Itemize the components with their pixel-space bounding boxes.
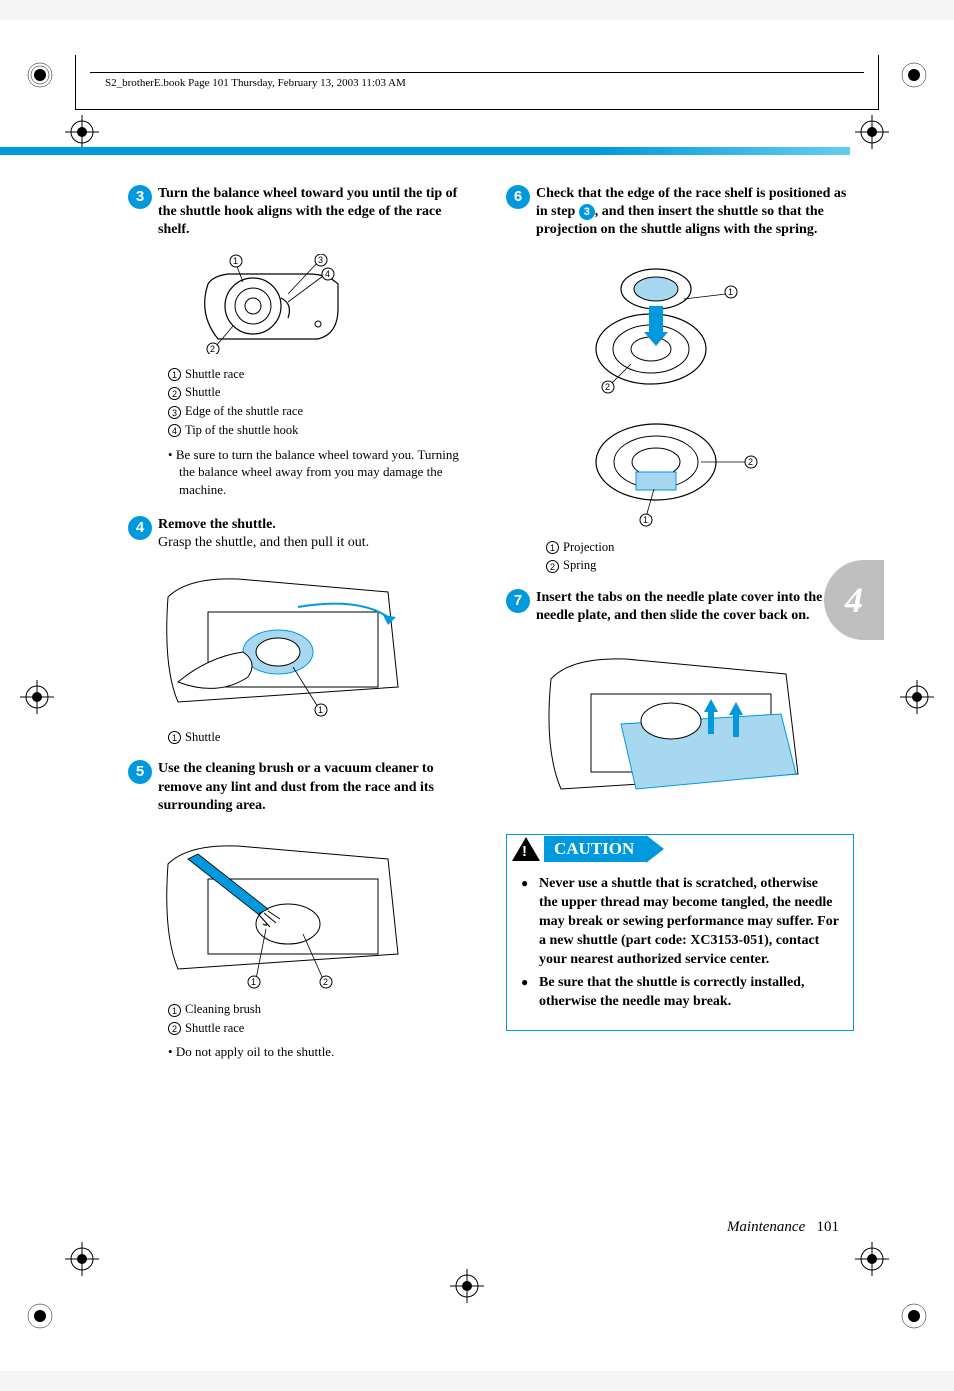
running-head: S2_brotherE.book Page 101 Thursday, Febr… bbox=[105, 77, 406, 89]
svg-text:1: 1 bbox=[318, 705, 323, 715]
section-color-bar bbox=[0, 147, 850, 155]
crop-mark-icon bbox=[20, 1296, 60, 1336]
figure-cleaning: 1 2 bbox=[158, 829, 476, 994]
footer-section: Maintenance bbox=[727, 1219, 805, 1235]
step-number-badge: 4 bbox=[128, 516, 152, 540]
svg-text:1: 1 bbox=[233, 256, 238, 266]
figure-shuttle-race: 1 2 3 4 bbox=[188, 254, 476, 359]
step-number-badge: 6 bbox=[506, 185, 530, 209]
registration-mark-icon bbox=[65, 1242, 99, 1276]
svg-text:2: 2 bbox=[605, 382, 610, 392]
page-footer: Maintenance 101 bbox=[727, 1219, 839, 1236]
legend-item: Spring bbox=[563, 558, 596, 572]
step-6-legend: 1Projection 2Spring bbox=[546, 538, 854, 576]
caution-label: CAUTION bbox=[544, 836, 646, 862]
legend-item: Shuttle race bbox=[185, 367, 244, 381]
step-3: 3 Turn the balance wheel toward you unti… bbox=[128, 185, 476, 240]
step-5-note: • Do not apply oil to the shuttle. bbox=[168, 1043, 476, 1061]
step-4-title: Remove the shuttle. bbox=[158, 517, 276, 532]
legend-item: Edge of the shuttle race bbox=[185, 404, 303, 418]
legend-item: Shuttle bbox=[185, 730, 220, 744]
caution-list: Never use a shuttle that is scratched, o… bbox=[521, 875, 839, 1011]
svg-text:1: 1 bbox=[251, 977, 256, 987]
svg-text:2: 2 bbox=[323, 977, 328, 987]
crop-mark-icon bbox=[894, 55, 934, 95]
svg-text:3: 3 bbox=[318, 255, 323, 265]
step-3-text: Turn the balance wheel toward you until … bbox=[158, 186, 457, 237]
step-3-legend: 1Shuttle race 2Shuttle 3Edge of the shut… bbox=[168, 365, 476, 440]
crop-mark-icon bbox=[894, 1296, 934, 1336]
svg-text:4: 4 bbox=[325, 269, 330, 279]
step-number-badge: 5 bbox=[128, 760, 152, 784]
figure-insert-shuttle-top: 1 2 bbox=[566, 254, 854, 399]
legend-item: Shuttle bbox=[185, 385, 220, 399]
registration-mark-icon bbox=[855, 1242, 889, 1276]
warning-triangle-icon: ! bbox=[512, 837, 540, 861]
caution-item: Be sure that the shuttle is correctly in… bbox=[521, 974, 839, 1012]
svg-text:1: 1 bbox=[643, 515, 648, 525]
figure-remove-shuttle: 1 bbox=[158, 567, 476, 722]
header-rule bbox=[90, 72, 864, 73]
caution-item: Never use a shuttle that is scratched, o… bbox=[521, 875, 839, 969]
registration-mark-icon bbox=[855, 115, 889, 149]
caution-tail-shape bbox=[646, 835, 664, 863]
svg-text:1: 1 bbox=[728, 287, 733, 297]
step-4-text: Grasp the shuttle, and then pull it out. bbox=[158, 535, 369, 550]
svg-text:2: 2 bbox=[748, 457, 753, 467]
crop-mark-icon bbox=[20, 55, 60, 95]
step-reference-badge: 3 bbox=[579, 204, 595, 220]
step-number-badge: 7 bbox=[506, 589, 530, 613]
figure-needle-plate-cover bbox=[536, 639, 854, 814]
right-column: 6 Check that the edge of the race shelf … bbox=[506, 185, 854, 1061]
step-5-text: Use the cleaning brush or a vacuum clean… bbox=[158, 761, 434, 812]
registration-mark-icon bbox=[20, 680, 54, 714]
step-4-legend: 1Shuttle bbox=[168, 728, 476, 747]
step-7: 7 Insert the tabs on the needle plate co… bbox=[506, 589, 854, 625]
step-4: 4 Remove the shuttle. Grasp the shuttle,… bbox=[128, 516, 476, 552]
caution-header: ! CAUTION bbox=[506, 834, 664, 864]
step-number-badge: 3 bbox=[128, 185, 152, 209]
legend-item: Tip of the shuttle hook bbox=[185, 423, 298, 437]
legend-item: Cleaning brush bbox=[185, 1002, 261, 1016]
registration-mark-icon bbox=[65, 115, 99, 149]
svg-text:2: 2 bbox=[210, 344, 215, 354]
step-6: 6 Check that the edge of the race shelf … bbox=[506, 185, 854, 240]
registration-mark-icon bbox=[450, 1269, 484, 1303]
step-5-legend: 1Cleaning brush 2Shuttle race bbox=[168, 1000, 476, 1038]
left-column: 3 Turn the balance wheel toward you unti… bbox=[128, 185, 476, 1061]
content-area: 3 Turn the balance wheel toward you unti… bbox=[128, 185, 854, 1061]
registration-mark-icon bbox=[900, 680, 934, 714]
footer-page-number: 101 bbox=[817, 1219, 840, 1235]
step-3-note: • Be sure to turn the balance wheel towa… bbox=[168, 446, 476, 499]
legend-item: Shuttle race bbox=[185, 1021, 244, 1035]
step-5: 5 Use the cleaning brush or a vacuum cle… bbox=[128, 760, 476, 815]
figure-insert-shuttle-side: 1 2 bbox=[566, 407, 854, 532]
caution-box: ! CAUTION Never use a shuttle that is sc… bbox=[506, 834, 854, 1030]
legend-item: Projection bbox=[563, 540, 614, 554]
manual-page: S2_brotherE.book Page 101 Thursday, Febr… bbox=[0, 20, 954, 1371]
step-7-text: Insert the tabs on the needle plate cove… bbox=[536, 590, 822, 623]
